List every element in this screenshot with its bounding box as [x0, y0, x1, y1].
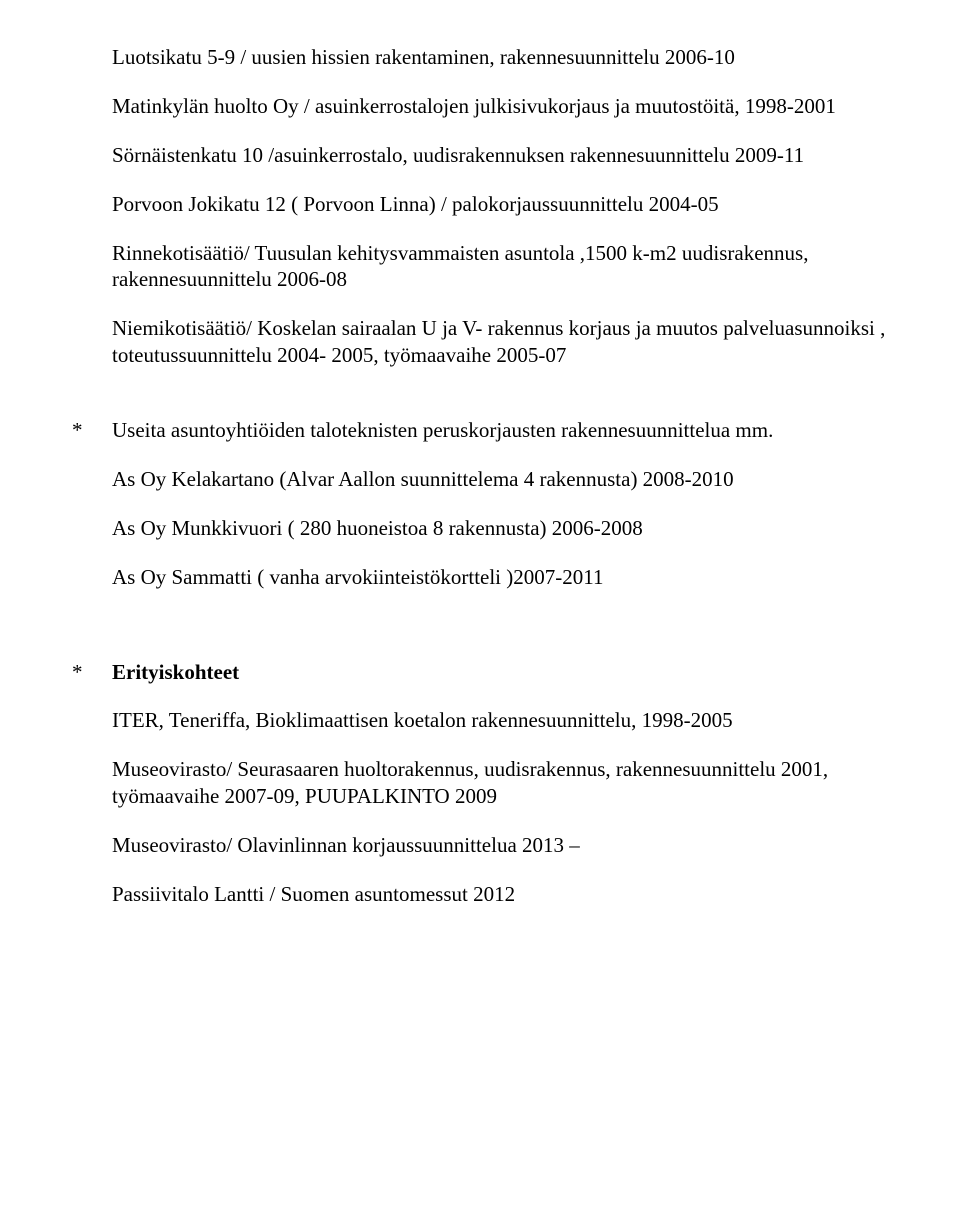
asterisk-marker: * — [72, 659, 112, 686]
paragraph: Porvoon Jokikatu 12 ( Porvoon Linna) / p… — [112, 191, 888, 218]
list-item: Museovirasto/ Seurasaaren huoltorakennus… — [112, 756, 888, 810]
document-page: Luotsikatu 5-9 / uusien hissien rakentam… — [0, 0, 960, 970]
spacer — [112, 613, 888, 659]
bulleted-section: * Erityiskohteet — [112, 659, 888, 686]
paragraph: Niemikotisäätiö/ Koskelan sairaalan U ja… — [112, 315, 888, 369]
paragraph: Luotsikatu 5-9 / uusien hissien rakentam… — [112, 44, 888, 71]
paragraph: Matinkylän huolto Oy / asuinkerrostaloje… — [112, 93, 888, 120]
list-item: Passiivitalo Lantti / Suomen asuntomessu… — [112, 881, 888, 908]
list-item: ITER, Teneriffa, Bioklimaattisen koetalo… — [112, 707, 888, 734]
paragraph: Rinnekotisäätiö/ Tuusulan kehitysvammais… — [112, 240, 888, 294]
bulleted-section: * Useita asuntoyhtiöiden taloteknisten p… — [112, 417, 888, 444]
spacer — [112, 391, 888, 417]
list-item: As Oy Munkkivuori ( 280 huoneistoa 8 rak… — [112, 515, 888, 542]
paragraph: Sörnäistenkatu 10 /asuinkerrostalo, uudi… — [112, 142, 888, 169]
section-heading: Erityiskohteet — [112, 659, 888, 686]
asterisk-marker: * — [72, 417, 112, 444]
section-intro: Useita asuntoyhtiöiden taloteknisten per… — [112, 417, 888, 444]
list-item: As Oy Kelakartano (Alvar Aallon suunnitt… — [112, 466, 888, 493]
list-item: As Oy Sammatti ( vanha arvokiinteistökor… — [112, 564, 888, 591]
list-item: Museovirasto/ Olavinlinnan korjaussuunni… — [112, 832, 888, 859]
